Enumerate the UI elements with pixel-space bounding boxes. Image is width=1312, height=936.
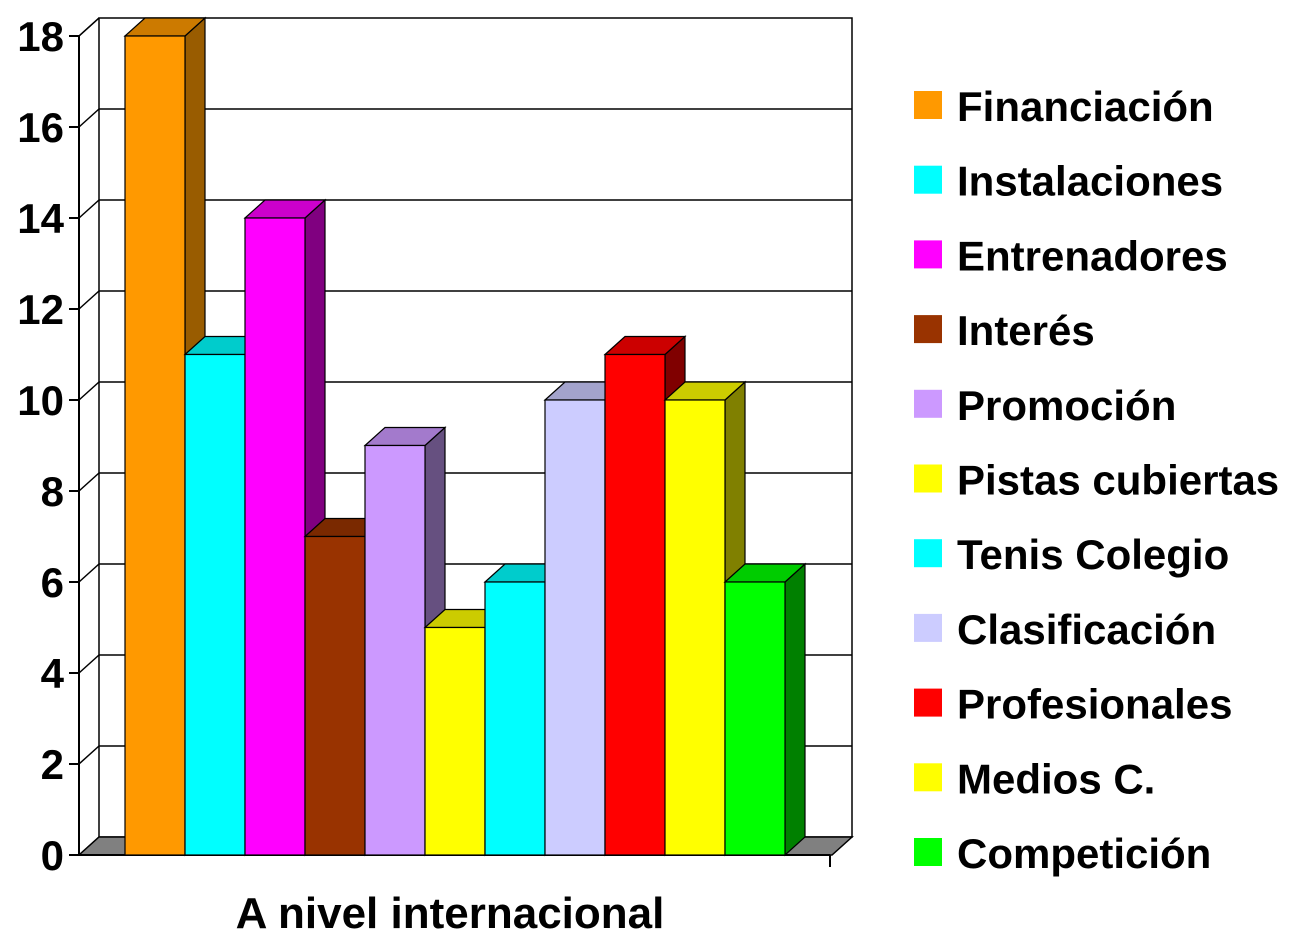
gridline-side <box>78 472 100 492</box>
bar-front <box>484 581 546 856</box>
legend-item: Medios C. <box>914 755 1155 802</box>
legend-item: Profesionales <box>914 681 1232 728</box>
y-tick-label: 16 <box>17 104 64 151</box>
y-axis: 0 2 4 6 8 10 12 14 16 18 <box>17 13 831 879</box>
y-tick-label: 2 <box>41 741 64 788</box>
bar-front <box>424 626 486 856</box>
bar-front <box>364 444 426 856</box>
side-wall-top <box>78 17 100 37</box>
bars-group <box>123 16 807 857</box>
gridline-side <box>78 381 100 401</box>
legend-item: Interés <box>914 307 1095 354</box>
y-tick-label: 14 <box>17 195 64 242</box>
legend-swatch <box>914 613 942 642</box>
legend-item: Financiación <box>914 83 1214 130</box>
y-tick-label: 0 <box>41 832 64 879</box>
legend-label: Tenis Colegio <box>957 531 1229 578</box>
legend-swatch <box>914 389 942 418</box>
legend-label: Promoción <box>957 382 1176 429</box>
bar-front <box>184 353 246 856</box>
legend-label: Instalaciones <box>957 158 1223 205</box>
legend-swatch <box>914 763 942 792</box>
legend-item: Instalaciones <box>914 158 1223 205</box>
legend-swatch <box>914 539 942 568</box>
y-tick-label: 4 <box>41 650 65 697</box>
y-tick-label: 18 <box>17 13 64 60</box>
bar-front <box>664 399 726 856</box>
bar-side <box>784 562 806 857</box>
legend-label: Interés <box>957 307 1095 354</box>
legend-item: Competición <box>914 830 1211 877</box>
legend-label: Financiación <box>957 83 1214 130</box>
y-tick-label: 10 <box>17 377 64 424</box>
legend-swatch <box>914 688 942 717</box>
legend-label: Medios C. <box>957 755 1155 802</box>
legend-label: Entrenadores <box>957 232 1228 279</box>
y-tick-label: 8 <box>41 468 64 515</box>
legend-item: Promoción <box>914 382 1176 429</box>
gridline-side <box>78 290 100 310</box>
legend-swatch <box>914 165 942 194</box>
legend-label: Profesionales <box>957 681 1232 728</box>
legend-swatch <box>914 464 942 493</box>
y-tick-label: 12 <box>17 286 64 333</box>
bar-front <box>304 535 366 856</box>
gridline-side <box>78 199 100 219</box>
legend-swatch <box>914 240 942 269</box>
y-tick-label: 6 <box>41 559 64 606</box>
gridline-side <box>78 108 100 128</box>
category-label: A nivel internacional <box>236 889 665 936</box>
legend-label: Pistas cubiertas <box>957 457 1279 504</box>
gridline-side <box>78 563 100 583</box>
legend-item: Entrenadores <box>914 232 1228 279</box>
x-axis: A nivel internacional <box>236 889 665 936</box>
legend-label: Competición <box>957 830 1211 877</box>
legend-item: Tenis Colegio <box>914 531 1229 578</box>
bar-front <box>124 35 186 856</box>
bar-front <box>244 217 306 856</box>
legend-label: Clasificación <box>957 606 1216 653</box>
legend-swatch <box>914 838 942 866</box>
gridline-side <box>78 654 100 674</box>
bar-front <box>724 581 786 856</box>
bar-front <box>604 353 666 856</box>
legend: Financiación Instalaciones Entrenadores Int… <box>914 83 1279 877</box>
legend-item: Clasificación <box>914 606 1216 653</box>
bar <box>723 562 807 857</box>
legend-swatch <box>914 315 942 344</box>
legend-item: Pistas cubiertas <box>914 457 1279 504</box>
bar-front <box>544 399 606 856</box>
legend-swatch <box>914 91 942 119</box>
gridline-side <box>78 745 100 765</box>
